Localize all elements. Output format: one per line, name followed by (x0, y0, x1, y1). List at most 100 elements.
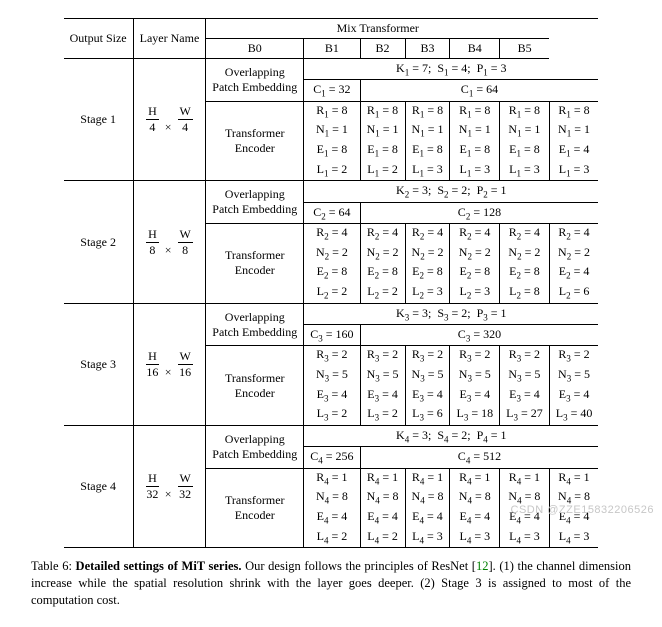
param-cell: L1 = 2 (360, 161, 405, 181)
param-cell: E3 = 4 (549, 386, 598, 406)
param-cell: N2 = 2 (450, 244, 500, 264)
table-caption: Table 6: Detailed settings of MiT series… (31, 558, 631, 609)
param-cell: N3 = 5 (500, 366, 550, 386)
param-cell: R3 = 2 (549, 346, 598, 366)
caption-text-a: Our design follows the principles of Res… (242, 559, 476, 573)
param-cell: R1 = 8 (500, 101, 550, 121)
param-cell: E1 = 8 (360, 141, 405, 161)
layer-ope: OverlappingPatch Embedding (206, 303, 304, 346)
param-cell: E4 = 4 (360, 508, 405, 528)
param-cell: E1 = 8 (405, 141, 450, 161)
param-cell: E2 = 8 (304, 263, 360, 283)
layer-te: TransformerEncoder (206, 346, 304, 426)
param-cell: L1 = 3 (549, 161, 598, 181)
col-b1: B1 (304, 39, 360, 59)
param-cell: L3 = 2 (304, 405, 360, 425)
param-cell: R4 = 1 (405, 468, 450, 488)
param-cell: N1 = 1 (450, 121, 500, 141)
param-cell: E2 = 4 (549, 263, 598, 283)
table-header: Output Size Layer Name Mix Transformer B… (64, 19, 599, 59)
col-b0: B0 (206, 39, 304, 59)
table-body: Stage 1H4 × W4OverlappingPatch Embedding… (64, 59, 599, 548)
param-cell: R1 = 8 (450, 101, 500, 121)
param-cell: L2 = 2 (360, 283, 405, 303)
param-cell: R3 = 2 (304, 346, 360, 366)
param-cell: R2 = 4 (450, 224, 500, 244)
param-cell: N4 = 8 (304, 488, 360, 508)
param-cell: E3 = 4 (405, 386, 450, 406)
stage-ksp: K4 = 3; S4 = 2; P4 = 1 (304, 426, 599, 447)
param-cell: E2 = 8 (450, 263, 500, 283)
col-output-size: Output Size (64, 19, 134, 59)
param-cell: L4 = 2 (304, 528, 360, 548)
stage-ksp: K3 = 3; S3 = 2; P3 = 1 (304, 303, 599, 324)
stage-output-size: H32 × W32 (133, 426, 206, 548)
param-cell: E1 = 8 (500, 141, 550, 161)
param-cell: L3 = 27 (500, 405, 550, 425)
param-cell: R1 = 8 (304, 101, 360, 121)
param-cell: L4 = 3 (500, 528, 550, 548)
param-cell: R1 = 8 (549, 101, 598, 121)
stage-ksp: K2 = 3; S2 = 2; P2 = 1 (304, 181, 599, 202)
param-cell: L3 = 2 (360, 405, 405, 425)
col-mix-transformer: Mix Transformer (206, 19, 549, 39)
param-cell: L1 = 3 (500, 161, 550, 181)
param-cell: R3 = 2 (500, 346, 550, 366)
layer-ope: OverlappingPatch Embedding (206, 181, 304, 224)
stage-name: Stage 3 (64, 303, 134, 425)
param-cell: L3 = 18 (450, 405, 500, 425)
param-cell: N1 = 1 (405, 121, 450, 141)
param-cell: L4 = 2 (360, 528, 405, 548)
param-cell: N4 = 8 (360, 488, 405, 508)
c-left: C1 = 32 (304, 80, 360, 101)
param-cell: R2 = 4 (549, 224, 598, 244)
param-cell: L2 = 2 (304, 283, 360, 303)
param-cell: N2 = 2 (304, 244, 360, 264)
mit-settings-table: Output Size Layer Name Mix Transformer B… (64, 18, 599, 548)
param-cell: N2 = 2 (500, 244, 550, 264)
col-b5: B5 (500, 39, 550, 59)
param-cell: R4 = 1 (304, 468, 360, 488)
param-cell: E3 = 4 (304, 386, 360, 406)
layer-ope: OverlappingPatch Embedding (206, 59, 304, 102)
param-cell: N2 = 2 (360, 244, 405, 264)
param-cell: R4 = 1 (500, 468, 550, 488)
param-cell: N1 = 1 (304, 121, 360, 141)
param-cell: E4 = 4 (304, 508, 360, 528)
param-cell: N4 = 8 (450, 488, 500, 508)
param-cell: E3 = 4 (500, 386, 550, 406)
param-cell: E1 = 8 (450, 141, 500, 161)
param-cell: N1 = 1 (500, 121, 550, 141)
param-cell: E3 = 4 (450, 386, 500, 406)
param-cell: L3 = 6 (405, 405, 450, 425)
param-cell: R1 = 8 (360, 101, 405, 121)
caption-ref[interactable]: 12 (476, 559, 489, 573)
param-cell: R4 = 1 (450, 468, 500, 488)
layer-te: TransformerEncoder (206, 468, 304, 548)
param-cell: N2 = 2 (405, 244, 450, 264)
stage-output-size: H8 × W8 (133, 181, 206, 303)
stage-output-size: H16 × W16 (133, 303, 206, 425)
param-cell: R4 = 1 (360, 468, 405, 488)
caption-prefix: Table 6: (31, 559, 76, 573)
c-left: C3 = 160 (304, 325, 360, 346)
param-cell: N1 = 1 (360, 121, 405, 141)
param-cell: E2 = 8 (405, 263, 450, 283)
param-cell: E4 = 4 (450, 508, 500, 528)
c-right: C3 = 320 (360, 325, 598, 346)
c-left: C4 = 256 (304, 447, 360, 468)
param-cell: E3 = 4 (360, 386, 405, 406)
param-cell: R2 = 4 (360, 224, 405, 244)
param-cell: E1 = 4 (549, 141, 598, 161)
stage-name: Stage 2 (64, 181, 134, 303)
param-cell: N3 = 5 (360, 366, 405, 386)
c-right: C2 = 128 (360, 202, 598, 223)
c-left: C2 = 64 (304, 202, 360, 223)
param-cell: R4 = 1 (549, 468, 598, 488)
param-cell: N3 = 5 (304, 366, 360, 386)
param-cell: L1 = 2 (304, 161, 360, 181)
col-b2: B2 (360, 39, 405, 59)
c-right: C1 = 64 (360, 80, 598, 101)
watermark: CSDN @ZZE15832206526 (511, 504, 654, 516)
param-cell: E2 = 8 (500, 263, 550, 283)
